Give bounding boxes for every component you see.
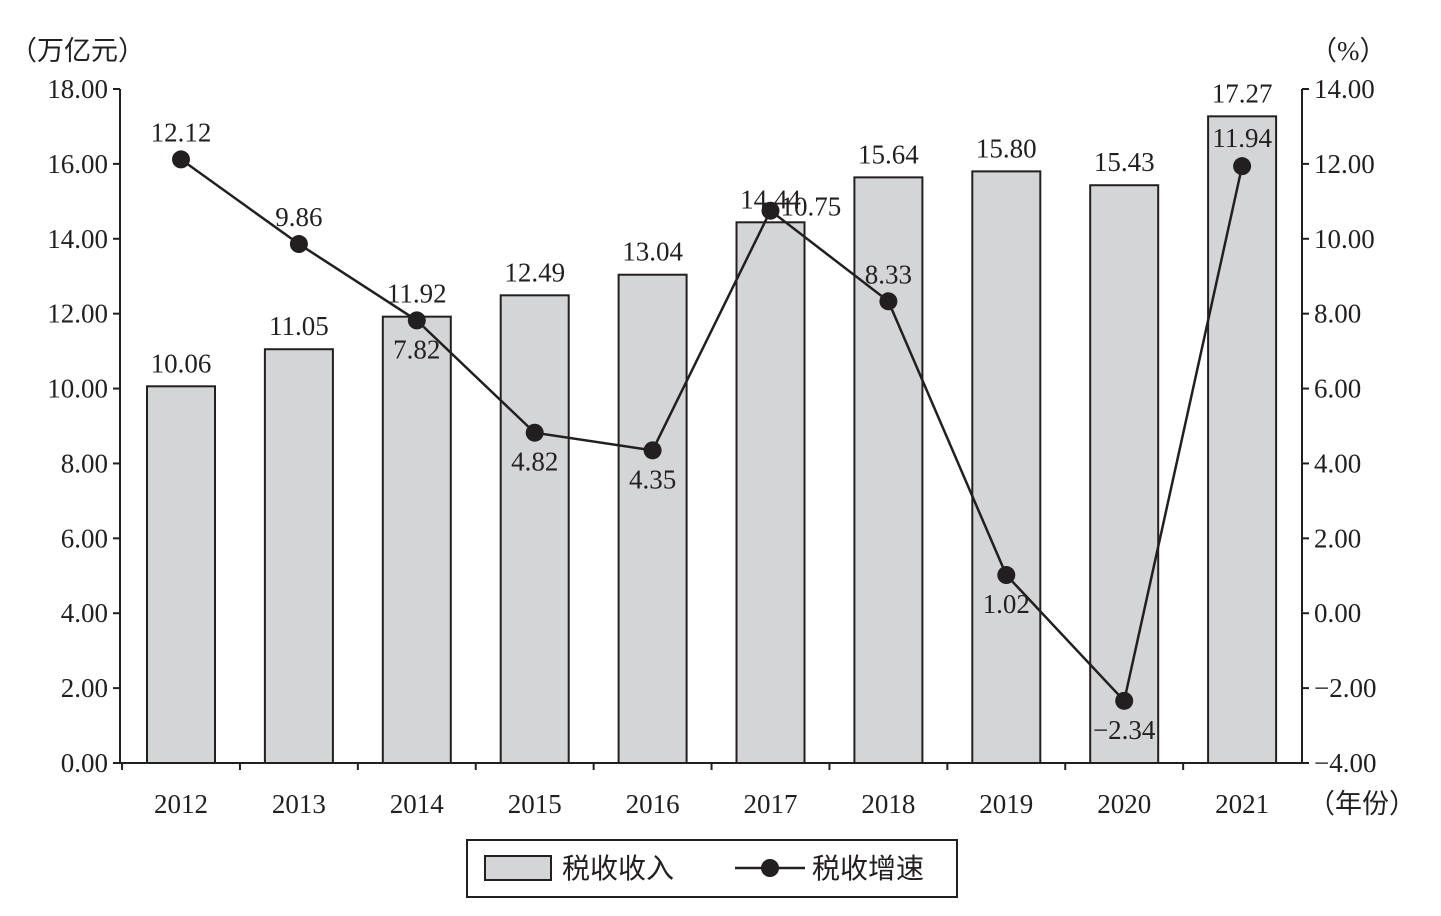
right-tick-label: 12.00 bbox=[1314, 149, 1375, 179]
left-tick-label: 12.00 bbox=[47, 299, 108, 329]
left-tick-label: 4.00 bbox=[61, 598, 108, 628]
growth-point bbox=[1115, 691, 1134, 710]
left-axis-unit: （万亿元） bbox=[10, 36, 145, 66]
right-tick-label: −2.00 bbox=[1314, 673, 1376, 703]
growth-point bbox=[525, 423, 544, 442]
left-tick-label: 10.00 bbox=[47, 374, 108, 404]
bar-value-label: 11.05 bbox=[269, 311, 329, 341]
x-tick-label: 2012 bbox=[154, 789, 208, 819]
right-tick-label: 0.00 bbox=[1314, 598, 1361, 628]
bar bbox=[381, 315, 452, 764]
growth-value-label: 12.12 bbox=[151, 117, 212, 147]
bar bbox=[971, 170, 1042, 764]
left-tick-label: 14.00 bbox=[47, 224, 108, 254]
left-tick-label: 8.00 bbox=[61, 448, 108, 478]
growth-line bbox=[180, 158, 1244, 704]
right-tick-label: 8.00 bbox=[1314, 299, 1361, 329]
legend-line-marker bbox=[761, 859, 779, 877]
bar-value-label: 13.04 bbox=[622, 237, 683, 267]
growth-value-label: 4.82 bbox=[511, 447, 558, 477]
growth-value-label: 1.02 bbox=[983, 589, 1030, 619]
line-series bbox=[172, 150, 1252, 710]
x-tick-label: 2019 bbox=[979, 789, 1033, 819]
growth-point bbox=[407, 311, 426, 330]
growth-value-label: 10.75 bbox=[781, 192, 842, 222]
growth-value-label: 11.94 bbox=[1212, 123, 1272, 153]
growth-value-label: 7.82 bbox=[393, 334, 440, 364]
x-tick-label: 2020 bbox=[1097, 789, 1151, 819]
bar-value-label: 17.27 bbox=[1212, 78, 1273, 108]
left-tick-label: 6.00 bbox=[61, 523, 108, 553]
growth-point bbox=[172, 150, 190, 169]
bar bbox=[146, 385, 216, 764]
bar bbox=[735, 221, 806, 764]
data-labels: 10.06 11.05 11.92 12.49 13.04 14.44 15.64 15.80… bbox=[151, 78, 1273, 745]
x-axis-label: （年份） bbox=[1308, 789, 1416, 819]
growth-value-label: −2.34 bbox=[1093, 715, 1156, 745]
x-tick-label: 2021 bbox=[1215, 789, 1269, 819]
bar-value-label: 14.44 bbox=[740, 184, 801, 214]
legend-line-label: 税收增速 bbox=[812, 853, 924, 885]
left-tick-label: 2.00 bbox=[61, 673, 108, 703]
x-tick-label: 2017 bbox=[744, 789, 798, 819]
bar bbox=[1207, 115, 1278, 764]
right-tick-label: 6.00 bbox=[1314, 374, 1361, 404]
bar-value-label: 10.06 bbox=[151, 348, 212, 378]
left-tick-label: 16.00 bbox=[47, 149, 108, 179]
growth-point bbox=[879, 292, 898, 311]
right-tick-label: 4.00 bbox=[1314, 448, 1361, 478]
x-tick-label: 2016 bbox=[626, 789, 680, 819]
left-tick-label: 18.00 bbox=[47, 74, 108, 104]
growth-value-label: 4.35 bbox=[629, 464, 676, 494]
x-tick-label: 2018 bbox=[861, 789, 915, 819]
right-tick-label: −4.00 bbox=[1314, 748, 1376, 778]
right-tick-label: 10.00 bbox=[1314, 224, 1375, 254]
legend-bar-swatch bbox=[484, 855, 552, 881]
bar-value-label: 12.49 bbox=[504, 257, 565, 287]
bar-series bbox=[146, 115, 1278, 764]
right-tick-label: 2.00 bbox=[1314, 523, 1361, 553]
legend-bar-label: 税收收入 bbox=[562, 853, 674, 885]
bar bbox=[499, 294, 570, 764]
bar bbox=[617, 273, 688, 764]
growth-point bbox=[289, 235, 308, 254]
left-tick-label: 0.00 bbox=[61, 748, 108, 778]
bar-value-label: 15.64 bbox=[858, 139, 919, 169]
growth-value-label: 9.86 bbox=[275, 202, 322, 232]
right-axis-unit: （%） bbox=[1310, 36, 1387, 66]
growth-point bbox=[1233, 157, 1252, 176]
growth-point bbox=[997, 566, 1016, 585]
growth-point bbox=[761, 201, 780, 220]
bar-value-label: 15.43 bbox=[1094, 147, 1155, 177]
x-tick-label: 2014 bbox=[390, 789, 445, 819]
legend: 税收收入 税收增速 bbox=[466, 839, 958, 898]
bar bbox=[263, 348, 334, 764]
bar-value-label: 11.92 bbox=[387, 279, 447, 309]
x-tick-label: 2015 bbox=[508, 789, 562, 819]
right-tick-label: 14.00 bbox=[1314, 74, 1375, 104]
growth-point bbox=[643, 441, 662, 460]
axes: 2012 2013 2014 2015 2016 2017 2018 2019 2020 2021… bbox=[47, 74, 1376, 819]
growth-value-label: 8.33 bbox=[865, 259, 912, 289]
x-tick-label: 2013 bbox=[272, 789, 326, 819]
bar-value-label: 15.80 bbox=[976, 133, 1037, 163]
